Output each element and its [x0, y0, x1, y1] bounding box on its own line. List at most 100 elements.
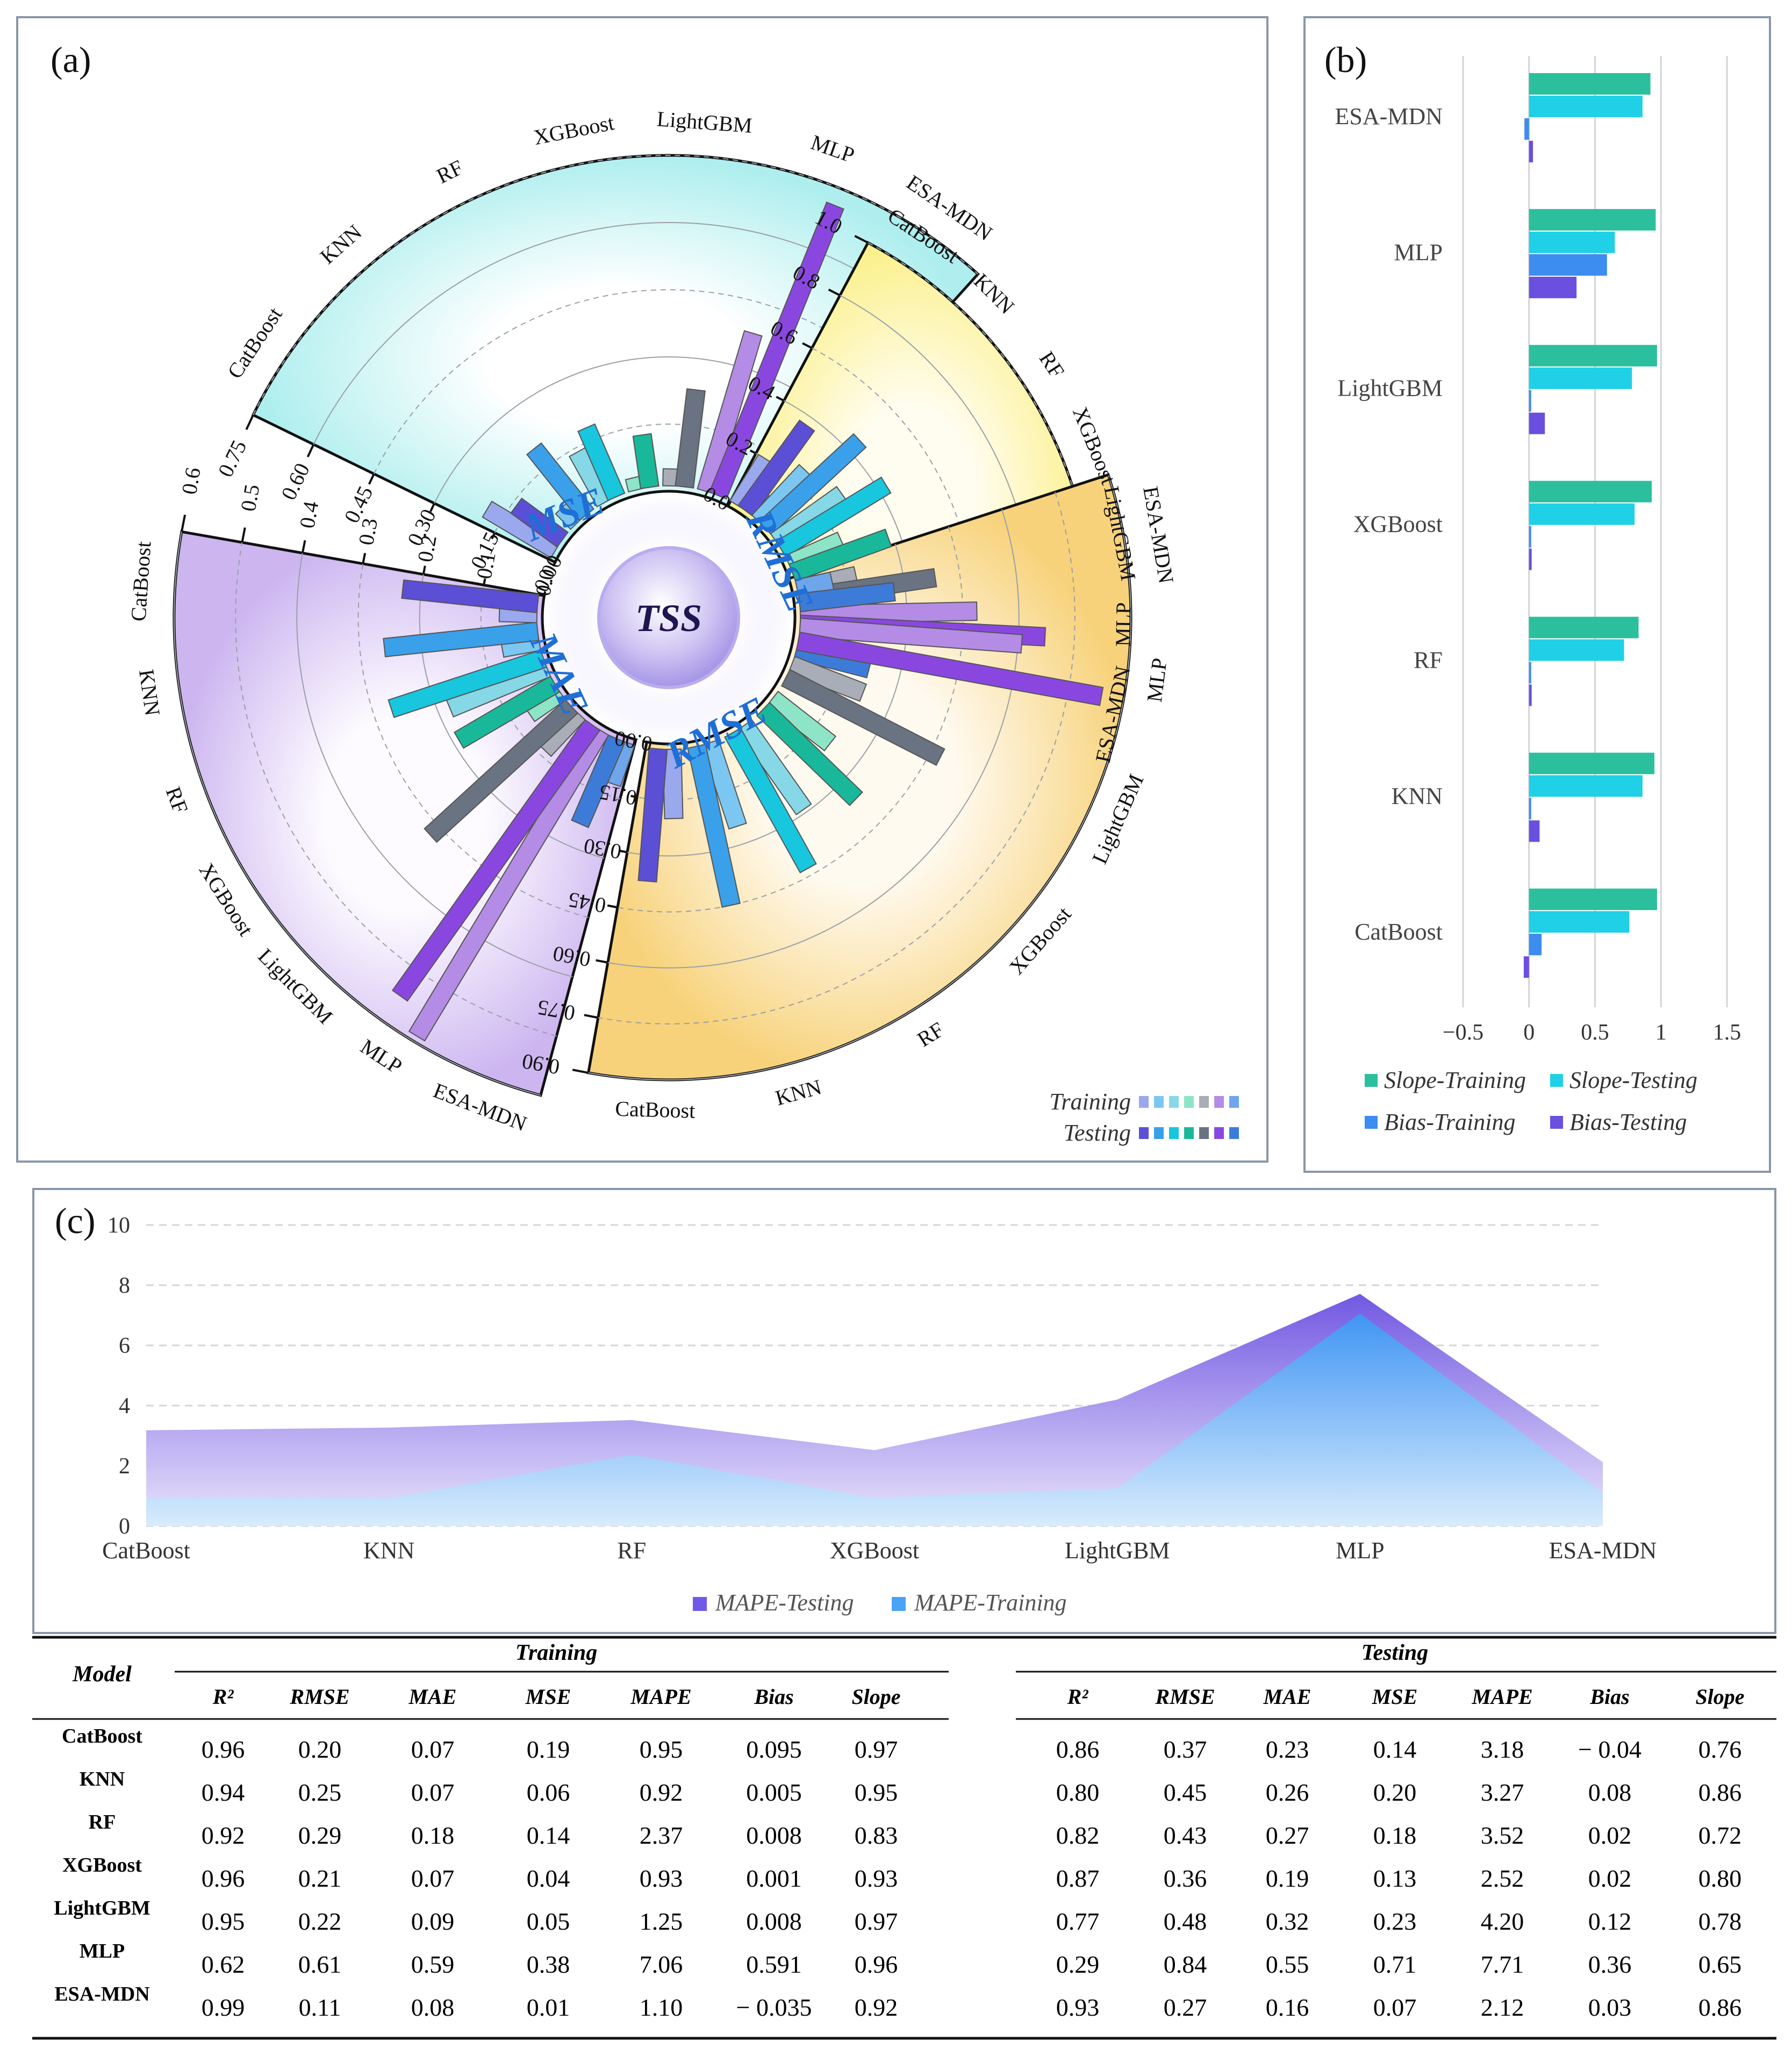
category-label-mse: RF	[433, 155, 467, 188]
legend-training-swatch	[1169, 1096, 1179, 1108]
legend-label: MAPE-Training	[914, 1589, 1067, 1616]
bar-rmse_lower-training-MLP	[798, 618, 1023, 654]
x-tick-label: −0.5	[1443, 1020, 1483, 1045]
table-metric-training: RMSE	[289, 1685, 349, 1709]
bar-Bias-Testing-MLP	[1529, 276, 1577, 298]
legend-training-label: Training	[1049, 1088, 1131, 1115]
bar-Slope-Testing-XGBoost	[1529, 503, 1635, 525]
tick-mark	[429, 503, 435, 512]
tick-mark	[642, 740, 647, 743]
bars-layer	[383, 201, 1104, 1042]
table-cell-testing: 0.14	[1373, 1736, 1417, 1763]
table-metric-testing: MAPE	[1471, 1685, 1532, 1709]
category-label: CatBoost	[1354, 919, 1443, 945]
table-cell-testing: 0.08	[1588, 1779, 1632, 1806]
tick-mark	[723, 503, 729, 507]
tick-mark	[422, 565, 426, 575]
x-category-label: XGBoost	[830, 1537, 919, 1564]
legend-testing-swatch	[1154, 1127, 1164, 1139]
table-metric-training: Slope	[851, 1685, 900, 1709]
bar-Slope-Training-CatBoost	[1529, 889, 1657, 911]
table-metric-testing: RMSE	[1155, 1685, 1215, 1709]
legend-swatch	[1365, 1116, 1378, 1129]
table-cell-testing: 0.02	[1588, 1865, 1632, 1892]
x-category-label: MLP	[1336, 1537, 1384, 1564]
table-cell-training: 1.25	[640, 1908, 683, 1935]
bar-mse-testing-RF	[577, 423, 626, 502]
legend-swatch	[1550, 1116, 1563, 1129]
bar-mae-testing-CatBoost	[401, 579, 540, 613]
category-label-mae: MLP	[356, 1034, 406, 1079]
category-label-rmse_lower: MLP	[1142, 656, 1172, 703]
table-cell-training: 0.97	[855, 1908, 898, 1935]
legend-training-swatch	[1139, 1096, 1149, 1108]
table-metric-training: Bias	[754, 1685, 793, 1709]
table-cell-training: 0.96	[202, 1736, 245, 1763]
bar-rmse_lower-testing-MLP	[795, 632, 1104, 706]
table-cell-training: 0.095	[746, 1736, 802, 1763]
tick-mark	[749, 449, 757, 455]
tick-mark	[552, 562, 556, 567]
table-cell-testing: 0.23	[1266, 1736, 1309, 1763]
table-cell-testing: 0.29	[1056, 1951, 1100, 1978]
table-cell-training: 0.19	[527, 1736, 570, 1763]
table-cell-training: 0.93	[640, 1865, 683, 1892]
tick-label-mae: 0.4	[295, 499, 323, 530]
bar-mae-testing-XGBoost	[453, 675, 561, 749]
bar-Slope-Testing-ESA-MDN	[1529, 96, 1643, 117]
table-model-name: ESA-MDN	[54, 1983, 149, 2005]
table-cell-training: 0.07	[411, 1865, 455, 1892]
table-cell-training: 0.07	[411, 1779, 455, 1806]
legend-testing-swatch	[1169, 1127, 1179, 1139]
legend-training-swatch	[1214, 1096, 1224, 1108]
tick-mark	[572, 1069, 589, 1074]
table-cell-testing: 4.20	[1481, 1908, 1524, 1935]
table-model-name: RF	[89, 1811, 116, 1833]
table-cell-testing: 0.13	[1373, 1865, 1417, 1892]
legend-testing-swatch	[1199, 1127, 1209, 1139]
bar-Slope-Testing-RF	[1529, 639, 1624, 661]
legend-testing-label: Testing	[1063, 1120, 1131, 1146]
panel-c-label: (c)	[55, 1200, 96, 1241]
grid-arc	[235, 542, 557, 1037]
bar-mse-testing-LightGBM	[675, 388, 706, 489]
tick-label-mae: 0.5	[236, 483, 264, 513]
table-cell-training: 0.62	[202, 1951, 245, 1978]
legend-label: Bias-Training	[1384, 1109, 1516, 1135]
grid-arc	[588, 474, 1131, 1080]
tick-label-mae: 0.3	[354, 517, 382, 547]
bar-mae-testing-MLP	[391, 719, 601, 1002]
table-cell-training: 0.93	[855, 1865, 898, 1892]
table-cell-testing: 0.87	[1056, 1865, 1100, 1892]
grid-arc	[253, 155, 979, 416]
table-metric-testing: Bias	[1589, 1685, 1629, 1709]
legend-testing-swatch	[1229, 1127, 1239, 1139]
table-cell-training: 0.08	[411, 1994, 455, 2021]
table-cell-testing: 0.36	[1588, 1951, 1632, 1978]
table-cell-testing: 0.84	[1164, 1951, 1207, 1978]
table-cell-testing: 0.20	[1373, 1779, 1417, 1806]
center-disc	[597, 546, 740, 689]
bar-Bias-Training-ESA-MDN	[1524, 118, 1529, 140]
table-cell-training: 0.92	[640, 1779, 683, 1806]
category-label-mse: LightGBM	[656, 106, 753, 138]
table-cell-testing: 0.03	[1588, 1994, 1632, 2021]
table-cell-training: 0.001	[746, 1865, 802, 1892]
table-cell-training: 0.94	[202, 1779, 245, 1806]
bar-mse-testing-CatBoost	[510, 497, 569, 548]
legend-training-swatch	[1184, 1096, 1194, 1108]
tick-mark	[491, 532, 496, 540]
x-category-label: CatBoost	[102, 1537, 190, 1564]
bar-rmse_upper-testing-KNN	[758, 433, 867, 536]
category-label-rmse_lower: CatBoost	[615, 1097, 696, 1123]
table-cell-training: 0.95	[640, 1736, 683, 1763]
bar-mse-testing-XGBoost	[632, 433, 660, 490]
panel-c: (c) 0 2 4 6 8 10 CatBoost KNN RF XGBoost LightGBM M…	[32, 1188, 1776, 1634]
table-cell-training: 0.18	[411, 1822, 455, 1849]
panel-a: (a) 0.00 0.15 0.30 0.45 0.60 0.75 CatBoos	[16, 16, 1268, 1163]
category-label: ESA-MDN	[1335, 103, 1443, 130]
tick-mark	[368, 473, 375, 485]
bar-Bias-Testing-XGBoost	[1529, 548, 1532, 570]
grid-arc	[357, 563, 589, 918]
table-cell-training: 1.10	[640, 1994, 683, 2021]
